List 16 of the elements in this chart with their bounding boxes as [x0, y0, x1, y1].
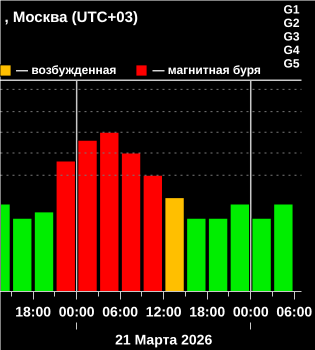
text: G1 [283, 2, 300, 16]
text: 21 Марта 2026 [115, 332, 212, 348]
text: G3 [283, 30, 300, 44]
x-tick-label: 18:00 [189, 304, 226, 320]
legend-label: — магнитная буря [152, 63, 261, 77]
x-tick-label: 06:00 [276, 304, 312, 320]
x-tick-label: 00:00 [232, 304, 269, 320]
legend-label: — возбужденная [16, 63, 116, 77]
x-tick-label: 12:00 [146, 304, 182, 320]
text: G2 [283, 16, 300, 30]
chart-title: , Москва (UTC+03) [4, 9, 138, 26]
x-tick-label: 06:00 [102, 304, 138, 320]
x-tick-label: 00:00 [58, 304, 95, 320]
text: G4 [283, 43, 300, 57]
x-tick-label: 18:00 [15, 304, 52, 320]
text: G5 [283, 56, 300, 70]
